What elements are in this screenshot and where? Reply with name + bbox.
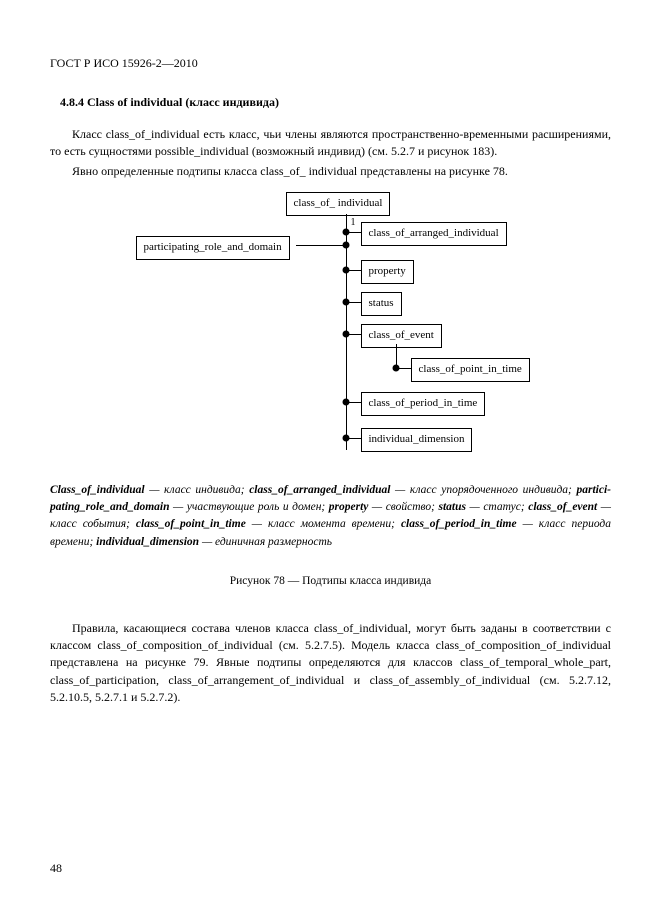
section-heading: 4.8.4 Class of individual (класс индивид… (60, 94, 611, 111)
document-standard-header: ГОСТ Р ИСО 15926-2—2010 (50, 55, 611, 72)
node-child-1: property (361, 260, 414, 284)
class-hierarchy-diagram: class_of_ individual1 participating_role_… (116, 192, 546, 472)
junction-dot-icon (342, 398, 349, 405)
junction-dot-icon (342, 298, 349, 305)
junction-dot-icon (342, 434, 349, 441)
paragraph-1: Класс class_of_individual есть класс, чь… (50, 126, 611, 161)
figure-caption: Рисунок 78 — Подтипы класса индивида (50, 573, 611, 590)
page-number: 48 (50, 860, 62, 877)
junction-dot-icon (342, 241, 349, 248)
connector (296, 245, 346, 246)
node-child-3: class_of_event (361, 324, 442, 348)
junction-dot-icon (342, 330, 349, 337)
cardinality-label: 1 (351, 216, 356, 231)
paragraph-3: Правила, касающиеся состава членов класс… (50, 620, 611, 707)
junction-dot-icon (342, 266, 349, 273)
node-grandchild: class_of_point_in_time (411, 358, 530, 382)
node-child-0: class_of_arranged_individual (361, 222, 507, 246)
node-root: class_of_ individual (286, 192, 391, 216)
node-child-2: status (361, 292, 402, 316)
page: ГОСТ Р ИСО 15926-2—2010 4.8.4 Class of i… (0, 0, 661, 913)
node-child-4: class_of_period_in_time (361, 392, 486, 416)
paragraph-2: Явно определенные подтипы класса class_o… (50, 163, 611, 180)
diagram-legend: Class_of_individual — класс индивида; cl… (50, 482, 611, 551)
junction-dot-icon (392, 364, 399, 371)
node-left: participating_role_and_domain (136, 236, 290, 260)
node-child-5: individual_dimension (361, 428, 473, 452)
junction-dot-icon (342, 228, 349, 235)
